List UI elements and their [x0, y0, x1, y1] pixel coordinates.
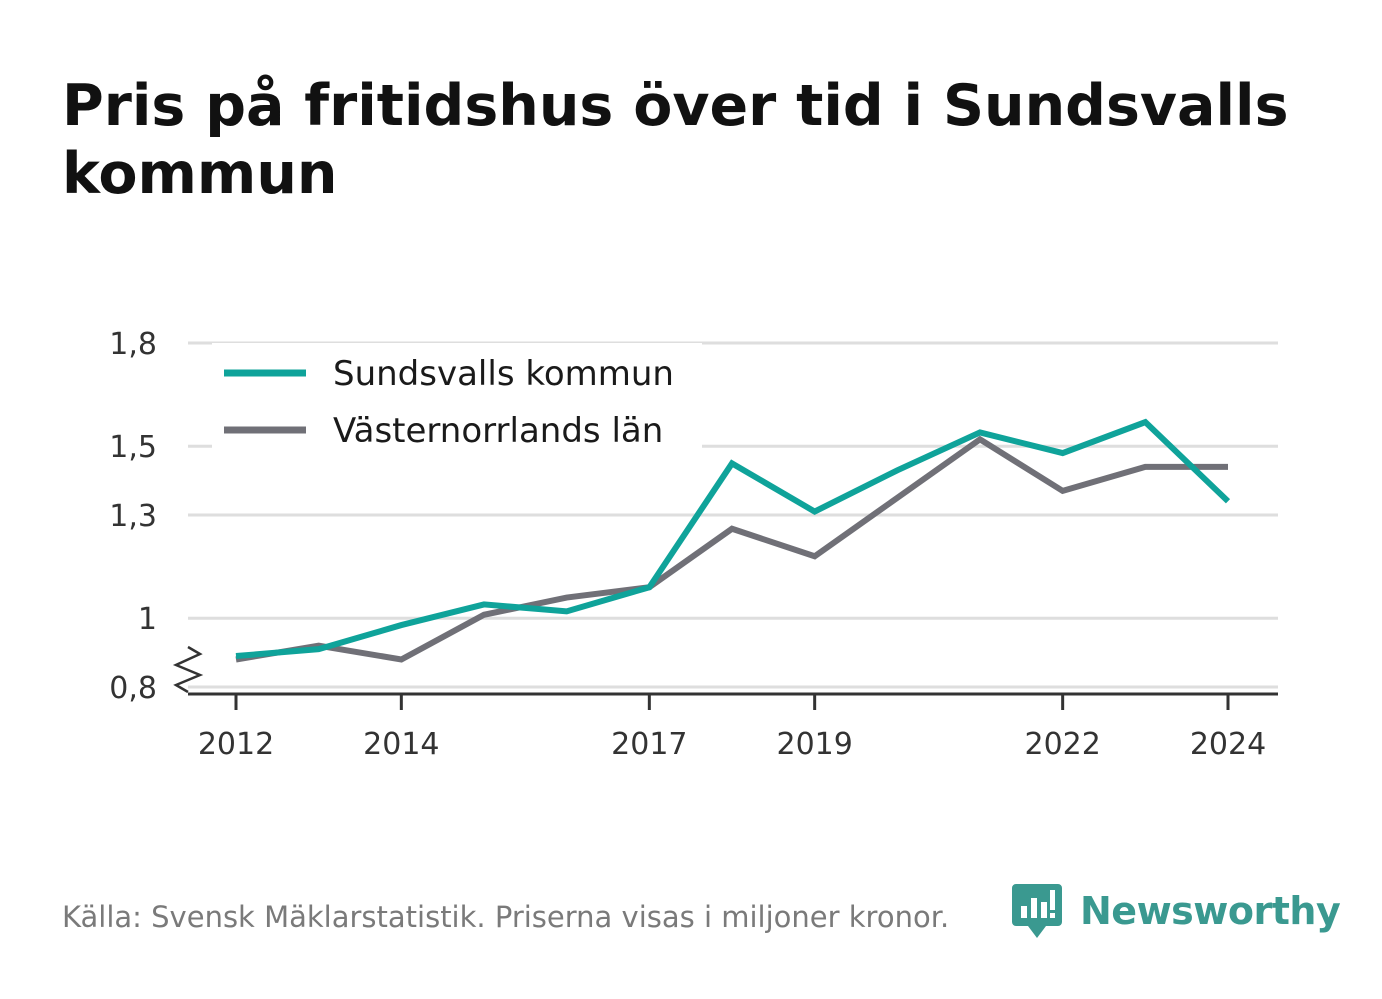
newsworthy-chart-bubble-icon — [1012, 884, 1062, 938]
x-tick-label: 2019 — [776, 727, 852, 762]
y-tick-label: 1,3 — [109, 499, 157, 534]
legend: Sundsvalls kommun Västernorrlands län — [212, 343, 702, 455]
series-line — [235, 418, 1231, 660]
x-tick-label: 2014 — [363, 727, 439, 762]
source-note: Källa: Svensk Mäklarstatistik. Priserna … — [62, 900, 950, 934]
y-tick-label: 1,8 — [109, 327, 157, 362]
x-tick-label: 2012 — [198, 727, 274, 762]
x-tick-labels: 2012 2014 2017 2019 2022 2024 — [198, 727, 1266, 762]
y-tick-label: 0,8 — [109, 671, 157, 706]
series-line — [235, 435, 1228, 663]
chart-title: Pris på fritidshus över tid i Sundsvalls… — [62, 73, 1289, 207]
brand-name: Newsworthy — [1080, 889, 1341, 933]
x-tick-label: 2017 — [611, 727, 687, 762]
legend-label: Sundsvalls kommun — [333, 354, 674, 394]
y-tick-label: 1 — [138, 602, 157, 637]
legend-background — [212, 343, 702, 455]
x-axis — [172, 645, 1278, 710]
x-tick-label: 2022 — [1024, 727, 1100, 762]
x-tick-label: 2024 — [1190, 727, 1266, 762]
y-tick-labels: 0,8 1 1,3 1,5 1,8 — [109, 327, 157, 706]
series-lines — [235, 418, 1231, 663]
y-tick-label: 1,5 — [109, 430, 157, 465]
brand-logo: Newsworthy — [1012, 880, 1341, 942]
axis-break-icon — [172, 645, 204, 694]
legend-label: Västernorrlands län — [333, 411, 663, 451]
